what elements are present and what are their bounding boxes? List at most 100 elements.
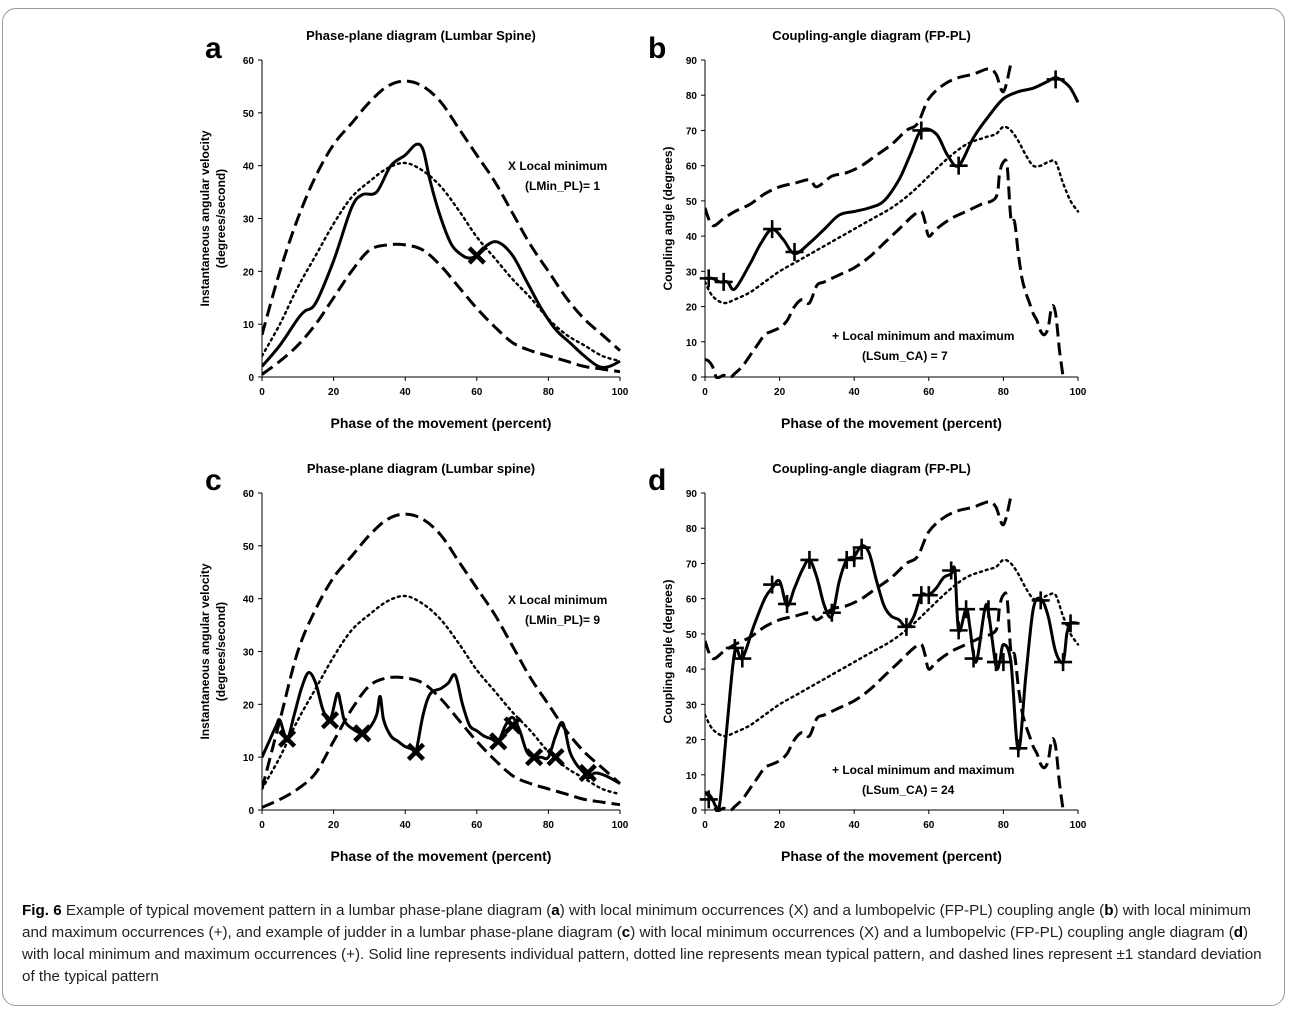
caption-ref-b: b [1104, 902, 1114, 919]
y-tick-label: 50 [243, 542, 255, 553]
y-tick-label: 80 [686, 91, 698, 102]
series-line-solid-a [262, 142, 621, 369]
local-extremum-marker [1009, 739, 1028, 758]
x-tick-label: 60 [471, 387, 483, 398]
caption-text-4: ) with local minimum occurrences (X) and… [630, 924, 1234, 941]
x-tick-label: 20 [774, 820, 786, 831]
y-tick-label: 40 [686, 232, 698, 243]
caption-ref-a: a [551, 902, 560, 919]
local-extremum-marker [763, 575, 782, 594]
y-tick-label: 30 [243, 648, 255, 659]
x-tick-label: 20 [328, 387, 340, 398]
y-tick-label: 60 [243, 489, 255, 500]
y-tick-label: 20 [686, 736, 698, 747]
y-tick-label: 50 [243, 109, 255, 120]
local-extremum-marker [714, 272, 733, 291]
local-extremum-marker [852, 538, 871, 557]
y-axis-label-d-line-1: Coupling angle (degrees) [661, 579, 675, 723]
series-line-dashed-d [705, 591, 1065, 812]
x-axis-label-c: Phase of the movement (percent) [331, 848, 552, 864]
local-minimum-marker [320, 711, 340, 730]
annotation-c-line-1: X Local minimum [508, 593, 607, 607]
local-extremum-marker [957, 600, 976, 619]
annotation-c-line-2: (LMin_PL)= 9 [525, 613, 600, 627]
figure-panels: a Phase-plane diagram (Lumbar Spine) 0 10 20… [198, 28, 1087, 864]
y-tick-label: 70 [686, 559, 698, 570]
y-tick-label: 0 [691, 373, 697, 384]
local-extremum-marker [763, 220, 782, 239]
local-extremum-marker [800, 550, 819, 569]
y-tick-label: 40 [243, 162, 255, 173]
panel-letter-c: c [205, 464, 222, 497]
caption-text-1: Example of typical movement pattern in a… [61, 902, 552, 919]
panel-b: b Coupling-angle diagram (FP-PL) 0 10 20 30 40… [648, 28, 1087, 431]
caption-text-3: ) with local minimum and maximum occurre… [22, 902, 1252, 941]
local-extremum-marker [942, 561, 961, 580]
x-axis-label-b: Phase of the movement (percent) [781, 415, 1002, 431]
local-minimum-marker [277, 729, 297, 748]
y-tick-label: 50 [686, 630, 698, 641]
chart-title-c: Phase-plane diagram (Lumbar spine) [307, 461, 535, 476]
series-line-dashed-a [262, 79, 622, 352]
local-minimum-marker [503, 716, 522, 735]
series-line-solid-c [262, 671, 621, 785]
panel-c: c Phase-plane diagram (Lumbar spine) 0 10 20… [198, 461, 629, 864]
y-tick-label: 70 [686, 126, 698, 137]
local-extremum-marker [822, 603, 841, 622]
y-tick-label: 20 [243, 267, 255, 278]
panel-a: a Phase-plane diagram (Lumbar Spine) 0 10 20… [198, 28, 629, 431]
series-line-dashed-c [262, 512, 622, 790]
local-extremum-marker [1046, 70, 1065, 89]
x-tick-label: 40 [849, 387, 861, 398]
local-extremum-marker [1031, 591, 1050, 610]
local-extremum-marker [919, 586, 938, 605]
y-tick-label: 30 [686, 267, 698, 278]
chart-title-a: Phase-plane diagram (Lumbar Spine) [306, 28, 536, 43]
caption-ref-c: c [621, 924, 631, 941]
caption-text-5: ) with local minimum and maximum occurre… [22, 924, 1262, 985]
x-tick-label: 0 [702, 387, 708, 398]
y-tick-label: 10 [243, 320, 255, 331]
y-tick-label: 20 [243, 700, 255, 711]
x-axis-label-d: Phase of the movement (percent) [781, 848, 1002, 864]
x-tick-label: 40 [400, 387, 412, 398]
y-tick-label: 40 [243, 595, 255, 606]
annotation-a-line-1: X Local minimum [508, 159, 607, 173]
chart-title-b: Coupling-angle diagram (FP-PL) [772, 28, 971, 43]
series-line-dashed-c [262, 675, 621, 809]
x-tick-label: 20 [774, 387, 786, 398]
panel-letter-b: b [648, 32, 666, 65]
x-tick-label: 20 [328, 820, 340, 831]
local-minimum-marker [406, 742, 426, 761]
y-tick-label: 50 [686, 197, 698, 208]
x-tick-label: 100 [612, 387, 629, 398]
y-tick-label: 10 [686, 338, 698, 349]
local-extremum-marker [949, 156, 968, 175]
y-tick-label: 40 [686, 665, 698, 676]
local-extremum-marker [1061, 614, 1080, 633]
local-minimum-marker [467, 246, 486, 265]
x-tick-label: 40 [400, 820, 412, 831]
x-tick-label: 0 [702, 820, 708, 831]
caption-ref-d: d [1233, 924, 1244, 941]
x-tick-label: 60 [923, 387, 935, 398]
y-tick-label: 90 [686, 56, 698, 67]
x-tick-label: 100 [1070, 387, 1087, 398]
local-extremum-marker [979, 600, 998, 619]
local-extremum-marker [699, 269, 718, 288]
annotation-d-line-1: + Local minimum and maximum [832, 763, 1014, 777]
annotation-b-line-2: (LSum_CA) = 7 [862, 349, 948, 363]
local-extremum-marker [837, 550, 856, 569]
figure-caption: Fig. 6 Example of typical movement patte… [22, 900, 1272, 988]
local-extremum-marker [778, 594, 797, 613]
series-line-solid-b [705, 76, 1080, 292]
local-extremum-marker [785, 242, 804, 261]
x-tick-label: 0 [259, 820, 265, 831]
y-tick-label: 60 [686, 595, 698, 606]
y-tick-label: 0 [248, 806, 254, 817]
series-line-dashed-a [262, 242, 621, 376]
y-axis-label-b-line-1: Coupling angle (degrees) [661, 146, 675, 290]
x-tick-label: 100 [1070, 820, 1087, 831]
y-axis-label-a-line-1: Instantaneous angular velocity [198, 130, 212, 306]
x-tick-label: 80 [998, 387, 1010, 398]
